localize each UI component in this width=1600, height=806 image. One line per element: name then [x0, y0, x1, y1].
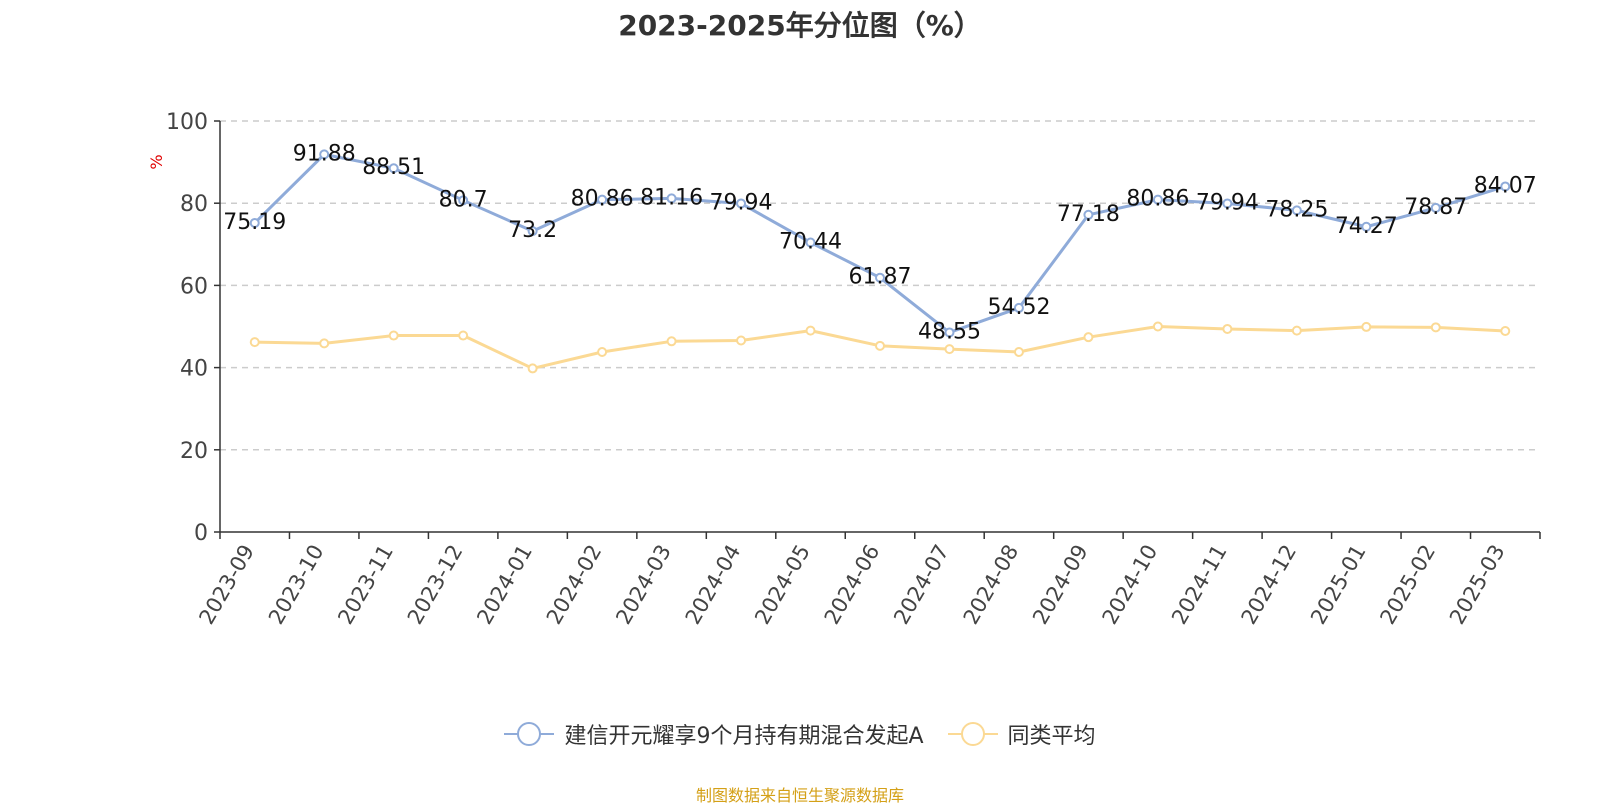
- data-point-0: [527, 226, 538, 237]
- data-point-1: [458, 330, 469, 341]
- x-tick-label: 2024-11: [1167, 541, 1232, 629]
- y-tick-label: 0: [194, 521, 208, 546]
- x-tick-label: 2023-10: [264, 541, 329, 629]
- data-label: 75.19: [223, 210, 286, 235]
- data-point-1: [388, 330, 399, 341]
- legend-item-peer-average[interactable]: 同类平均: [947, 718, 1096, 750]
- data-label: 80.7: [439, 187, 488, 212]
- x-tick-label: 2024-05: [750, 541, 815, 629]
- data-point-1: [1083, 332, 1094, 343]
- data-point-0: [1361, 221, 1372, 232]
- legend-label-fund: 建信开元耀享9个月持有期混合发起A: [564, 724, 924, 749]
- x-tick-label: 2024-01: [472, 541, 537, 629]
- x-tick-label: 2023-09: [194, 541, 259, 629]
- x-tick-label: 2025-02: [1375, 541, 1440, 629]
- data-point-0: [1013, 302, 1024, 313]
- data-point-1: [527, 363, 538, 374]
- data-point-0: [736, 198, 747, 209]
- data-label: 79.94: [710, 190, 773, 215]
- x-tick-label: 2025-01: [1306, 541, 1371, 629]
- data-point-1: [1430, 322, 1441, 333]
- data-point-1: [1013, 346, 1024, 357]
- data-label: 79.94: [1196, 190, 1259, 215]
- x-tick-label: 2024-06: [820, 541, 885, 629]
- data-source-note: 制图数据来自恒生聚源数据库: [695, 786, 904, 805]
- data-label: 48.55: [918, 319, 981, 344]
- legend-label-peer-average: 同类平均: [1007, 724, 1096, 749]
- series-line-0: [253, 152, 1506, 334]
- chart-legend: 建信开元耀享9个月持有期混合发起A 同类平均: [0, 718, 1600, 750]
- x-tick-label: 2024-12: [1237, 541, 1302, 629]
- y-tick-label: 80: [180, 192, 208, 217]
- data-point-0: [944, 327, 955, 338]
- data-label: 78.87: [1404, 195, 1467, 220]
- data-point-0: [319, 149, 330, 160]
- data-point-0: [458, 195, 469, 206]
- data-point-1: [666, 336, 677, 347]
- x-tick-label: 2024-08: [959, 541, 1024, 629]
- data-point-0: [1222, 198, 1233, 209]
- data-point-1: [944, 344, 955, 355]
- data-point-1: [1222, 323, 1233, 334]
- legend-swatch-fund: [504, 722, 555, 746]
- data-label: 78.25: [1265, 197, 1328, 222]
- x-tick-label: 2024-02: [542, 541, 607, 629]
- data-point-1: [319, 338, 330, 349]
- data-point-1: [805, 325, 816, 336]
- data-point-1: [1291, 325, 1302, 336]
- data-label: 80.86: [571, 187, 634, 212]
- data-point-1: [597, 346, 608, 357]
- data-label: 61.87: [849, 265, 912, 290]
- x-tick-label: 2024-07: [889, 540, 954, 628]
- x-tick-label: 2024-09: [1028, 541, 1093, 629]
- data-point-1: [1500, 326, 1511, 337]
- data-point-1: [875, 340, 885, 351]
- data-point-0: [388, 163, 399, 174]
- y-tick-label: 60: [180, 274, 208, 299]
- y-tick-label: 20: [180, 439, 208, 464]
- chart-title: 2023-2025年分位图（%）: [618, 9, 982, 42]
- data-label: 74.27: [1335, 214, 1398, 239]
- data-label: 81.16: [640, 185, 703, 210]
- x-tick-label: 2024-04: [681, 541, 746, 629]
- data-label: 91.88: [293, 141, 356, 166]
- data-point-0: [666, 193, 677, 204]
- data-point-1: [249, 337, 260, 348]
- y-axis-label: %: [147, 154, 166, 169]
- x-tick-label: 2024-03: [611, 541, 676, 629]
- data-point-0: [597, 194, 608, 205]
- data-point-1: [1361, 321, 1372, 332]
- x-tick-label: 2023-12: [403, 541, 468, 629]
- data-point-0: [1430, 202, 1441, 213]
- y-tick-label: 100: [166, 110, 208, 135]
- x-tick-label: 2023-11: [333, 541, 398, 629]
- data-label: 88.51: [362, 155, 425, 180]
- data-point-0: [1291, 205, 1302, 216]
- data-point-0: [249, 217, 260, 228]
- x-tick-label: 2025-03: [1445, 541, 1510, 629]
- data-label: 70.44: [779, 229, 842, 254]
- data-point-0: [805, 237, 816, 248]
- data-point-0: [1083, 209, 1094, 220]
- data-label: 80.86: [1126, 187, 1189, 212]
- data-point-1: [736, 335, 747, 346]
- data-point-0: [1500, 181, 1511, 192]
- data-label: 54.52: [987, 295, 1050, 320]
- legend-swatch-peer-average: [947, 722, 998, 746]
- y-tick-label: 40: [180, 357, 208, 382]
- data-label: 73.2: [508, 218, 557, 243]
- data-label: 77.18: [1057, 202, 1120, 227]
- data-point-0: [875, 272, 885, 283]
- data-label: 84.07: [1474, 173, 1537, 198]
- data-point-1: [1152, 321, 1163, 332]
- data-point-0: [1152, 194, 1163, 205]
- legend-item-fund[interactable]: 建信开元耀享9个月持有期混合发起A: [504, 718, 924, 750]
- x-tick-label: 2024-10: [1098, 541, 1163, 629]
